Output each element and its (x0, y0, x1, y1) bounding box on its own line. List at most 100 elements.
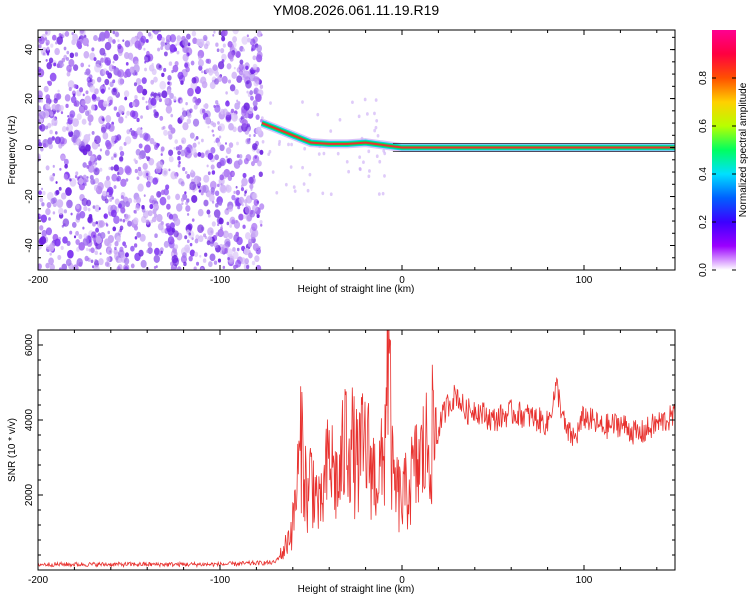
noise-point (106, 241, 112, 248)
noise-point (184, 191, 187, 195)
noise-point (52, 164, 55, 168)
noise-point (57, 254, 62, 260)
noise-point (168, 134, 173, 140)
noise-point (153, 254, 160, 264)
noise-point (94, 250, 98, 256)
noise-point (147, 247, 153, 255)
noise-point (213, 242, 219, 249)
noise-point (189, 108, 193, 113)
noise-point (292, 185, 296, 189)
noise-point (147, 241, 153, 248)
noise-point (88, 64, 91, 68)
noise-point (210, 186, 215, 193)
noise-point (39, 236, 47, 245)
noise-point (200, 76, 207, 85)
noise-point (233, 66, 236, 70)
noise-point (376, 133, 380, 138)
noise-point (206, 209, 211, 215)
noise-point (232, 30, 239, 35)
noise-point (374, 125, 378, 130)
noise-point (113, 215, 120, 225)
y-tick-label: 4000 (24, 408, 35, 431)
noise-point (217, 61, 225, 70)
noise-point (172, 257, 179, 267)
noise-point (207, 152, 214, 160)
noise-point (138, 143, 143, 149)
y-tick-label: 2000 (24, 483, 35, 506)
noise-point (93, 264, 100, 270)
noise-point (197, 38, 205, 48)
noise-point (108, 166, 111, 171)
noise-point (190, 147, 197, 156)
noise-point (177, 156, 181, 161)
noise-point (60, 245, 64, 251)
noise-point (65, 126, 69, 131)
noise-point (260, 223, 263, 227)
noise-point (79, 30, 85, 34)
noise-point (236, 141, 239, 146)
noise-point (75, 138, 82, 146)
noise-point (49, 174, 55, 182)
noise-point (246, 123, 251, 128)
noise-point (234, 89, 239, 96)
noise-point (73, 64, 79, 71)
noise-point (375, 154, 379, 159)
noise-point (357, 114, 361, 119)
x-tick-label: -100 (210, 275, 230, 286)
spectrogram-ylabel: Frequency (Hz) (7, 116, 18, 185)
noise-point (238, 69, 244, 76)
x-tick-label: 0 (399, 575, 405, 586)
noise-point (70, 212, 73, 216)
x-tick-label: -200 (28, 275, 48, 286)
noise-point (38, 119, 41, 123)
noise-point (187, 223, 193, 230)
noise-point (59, 267, 62, 270)
noise-point (104, 179, 111, 189)
noise-point (231, 113, 238, 122)
noise-point (39, 213, 42, 218)
noise-point (256, 200, 260, 204)
noise-point (38, 44, 42, 49)
noise-point (105, 175, 110, 181)
noise-point (76, 40, 82, 48)
noise-point (210, 147, 216, 154)
noise-point (244, 190, 247, 194)
noise-point (255, 264, 262, 270)
noise-point (241, 203, 244, 207)
noise-point (259, 203, 265, 210)
noise-point (193, 175, 201, 184)
noise-point (119, 218, 123, 222)
noise-point (252, 192, 258, 200)
noise-point (72, 33, 79, 42)
noise-point (147, 32, 152, 37)
noise-point (90, 105, 96, 111)
noise-point (112, 79, 116, 84)
noise-point (182, 110, 188, 118)
noise-point (166, 88, 172, 95)
noise-point (58, 143, 63, 149)
noise-point (145, 39, 149, 43)
noise-point (211, 170, 216, 175)
noise-point (102, 83, 105, 87)
noise-point (123, 257, 130, 265)
noise-point (99, 31, 106, 41)
noise-point (317, 152, 321, 156)
colorbar-label: Normalized spectral amplitude (738, 82, 749, 217)
noise-point (152, 216, 157, 223)
noise-point (92, 221, 96, 227)
noise-point (79, 210, 86, 219)
noise-point (75, 230, 79, 236)
noise-point (61, 263, 68, 270)
noise-point (191, 30, 197, 37)
noise-point (91, 160, 97, 168)
noise-point (88, 160, 92, 166)
noise-point (204, 103, 209, 109)
noise-point (90, 259, 94, 264)
noise-point (287, 142, 290, 147)
noise-point (160, 146, 165, 152)
noise-point (47, 80, 53, 87)
noise-point (116, 171, 120, 176)
noise-point (49, 129, 53, 135)
noise-point (154, 213, 158, 218)
